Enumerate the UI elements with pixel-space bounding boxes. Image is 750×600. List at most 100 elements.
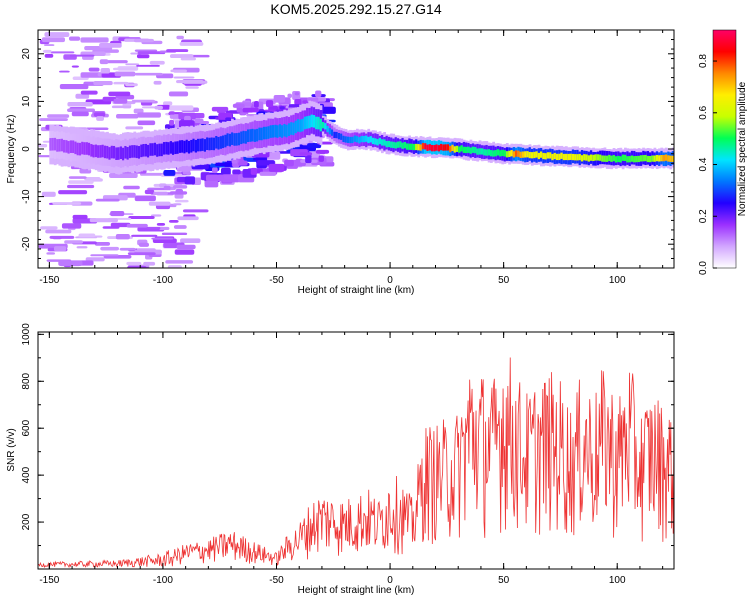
ridge-cell (253, 129, 257, 142)
noise-patch (38, 144, 48, 148)
cluster-patch (253, 100, 259, 108)
ridge-cell (415, 143, 418, 151)
snr-frame (37, 331, 675, 570)
ridge-cell (65, 140, 68, 153)
noise-patch (72, 214, 88, 220)
ridge-cell (310, 114, 314, 128)
ridge-cell (589, 154, 593, 161)
ridge-cell (649, 155, 652, 163)
noise-patch (59, 70, 70, 73)
ridge-cell (183, 140, 187, 154)
ridge-cell (544, 153, 548, 160)
ridge-cell (228, 133, 232, 147)
noise-patch (176, 35, 184, 40)
spectrogram-x-axis: -150 -100 -50 0 50 100 (39, 30, 664, 286)
cluster-patch (173, 185, 188, 189)
noise-patch (125, 126, 144, 130)
ridge-cell (215, 135, 218, 149)
noise-patch (41, 191, 56, 197)
ridge-cell (362, 135, 366, 143)
ridge-cell (410, 143, 414, 150)
cluster-patch (273, 95, 286, 103)
ridge-cell (626, 156, 630, 163)
ridge-cell (639, 155, 643, 162)
ridge-cell (646, 155, 650, 163)
ridge-cell (237, 132, 241, 146)
cluster-patch (232, 103, 245, 108)
y-tick-label: -20 (21, 237, 32, 252)
x-tick-label: 100 (609, 275, 626, 286)
ridge-cell (567, 153, 570, 161)
ridge-cell (378, 137, 382, 145)
noise-patch (40, 226, 58, 230)
spectrogram-x-label: Height of straight line (km) (298, 285, 415, 296)
ridge-cell (383, 139, 386, 146)
cluster-patch (211, 106, 229, 112)
y-tick-label: 20 (21, 48, 32, 60)
noise-patch (168, 91, 189, 97)
ridge-cell (94, 144, 98, 158)
noise-patch (166, 49, 189, 53)
ridge-cell (578, 153, 582, 161)
ridge-cell (533, 151, 536, 159)
ridge-cell (101, 144, 105, 158)
noise-patch (146, 227, 161, 230)
ridge-cell (583, 154, 586, 161)
ridge-cell (67, 141, 71, 154)
ridge-cell (462, 146, 466, 153)
ridge-cell (503, 150, 507, 157)
cluster-patch (168, 111, 175, 115)
ridge-cell (333, 131, 337, 139)
ridge-cell (658, 155, 661, 162)
cluster-patch (231, 158, 238, 164)
cluster-patch (214, 162, 231, 167)
noise-patch (133, 108, 144, 114)
noise-patch (167, 265, 182, 268)
ridge-cell (124, 145, 128, 159)
noise-patch (144, 189, 155, 195)
noise-patch (47, 114, 70, 118)
ridge-cell (671, 155, 674, 163)
noise-patch (53, 246, 67, 252)
y-tick-label: 800 (21, 372, 32, 389)
noise-patch (100, 246, 120, 251)
ridge-cell (181, 140, 184, 153)
noise-patch (52, 202, 82, 205)
cluster-patch (259, 171, 277, 176)
ridge-cell (374, 138, 377, 145)
ridge-cell (553, 152, 557, 160)
y-tick-label: 10 (21, 95, 32, 107)
noise-patch (154, 105, 163, 110)
noise-patch (102, 226, 120, 229)
noise-patch (168, 219, 179, 223)
noise-patch (67, 102, 93, 107)
ridge-cell (144, 143, 148, 157)
noise-patch (94, 242, 111, 246)
ridge-cell (74, 141, 78, 155)
ridge-cell (664, 154, 668, 161)
cluster-patch (169, 119, 175, 126)
ridge-cell (492, 150, 496, 157)
ridge-cell (630, 155, 634, 162)
ridge-cell (49, 138, 53, 151)
ridge-cell (371, 137, 375, 145)
noise-patch (137, 120, 156, 126)
noise-patch (140, 172, 163, 176)
noise-patch (136, 64, 160, 67)
noise-patch (69, 54, 95, 57)
ridge-cell (331, 129, 334, 136)
ridge-cell (419, 144, 423, 151)
noise-patch (126, 261, 142, 266)
cluster-patch (205, 174, 224, 181)
ridge-cell (160, 143, 164, 157)
ridge-cell (585, 154, 589, 161)
cluster-patch (220, 167, 231, 176)
noise-patch (110, 222, 131, 228)
noise-patch (137, 51, 166, 55)
ridge-cell (162, 142, 166, 155)
noise-patch (134, 195, 156, 202)
y-tick-label: 0 (21, 146, 32, 152)
ridge-cell (564, 153, 568, 161)
noise-patch (174, 193, 184, 199)
cluster-patch (184, 176, 196, 185)
